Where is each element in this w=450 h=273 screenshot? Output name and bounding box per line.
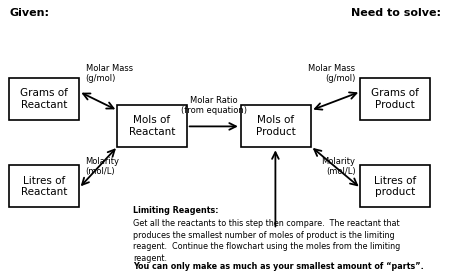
Text: Get all the reactants to this step then compare.  The reactant that
produces the: Get all the reactants to this step then … (133, 219, 400, 263)
Text: Molar Mass
(g/mol): Molar Mass (g/mol) (308, 64, 356, 83)
Text: Limiting Reagents:: Limiting Reagents: (133, 206, 218, 215)
Text: You can only make as much as your smallest amount of “parts”.: You can only make as much as your smalle… (133, 262, 423, 271)
Text: Molarity
(mol/L): Molarity (mol/L) (86, 157, 120, 176)
FancyBboxPatch shape (117, 105, 187, 147)
FancyBboxPatch shape (241, 105, 310, 147)
Text: Grams of
Product: Grams of Product (371, 88, 419, 110)
FancyBboxPatch shape (360, 165, 430, 207)
Text: Litres of
product: Litres of product (374, 176, 416, 197)
Text: Mols of
Reactant: Mols of Reactant (129, 115, 175, 137)
Text: Need to solve:: Need to solve: (351, 8, 441, 18)
Text: Given:: Given: (9, 8, 49, 18)
Text: Litres of
Reactant: Litres of Reactant (21, 176, 67, 197)
Text: Mols of
Product: Mols of Product (256, 115, 296, 137)
FancyBboxPatch shape (9, 78, 79, 120)
Text: Grams of
Reactant: Grams of Reactant (20, 88, 68, 110)
Text: Molarity
(mol/L): Molarity (mol/L) (321, 157, 356, 176)
FancyBboxPatch shape (360, 78, 430, 120)
Text: Molar Ratio
(from equation): Molar Ratio (from equation) (181, 96, 247, 115)
FancyBboxPatch shape (9, 165, 79, 207)
Text: Molar Mass
(g/mol): Molar Mass (g/mol) (86, 64, 133, 83)
